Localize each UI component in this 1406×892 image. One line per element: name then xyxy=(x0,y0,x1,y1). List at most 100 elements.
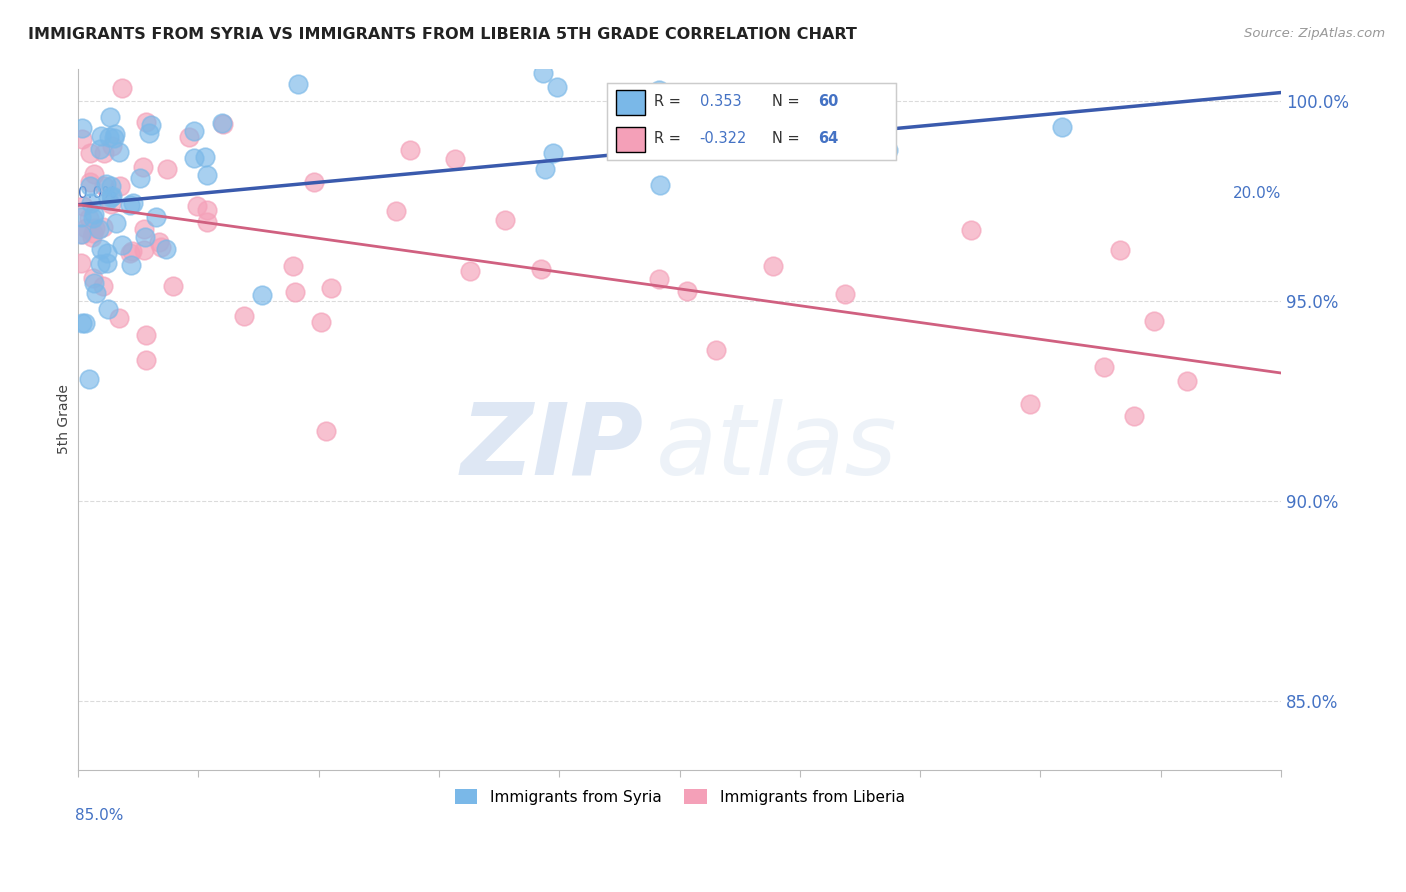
Point xyxy=(281,259,304,273)
Point xyxy=(138,127,160,141)
Point xyxy=(96,246,118,260)
Point xyxy=(77,372,100,386)
Point xyxy=(120,259,142,273)
Point xyxy=(121,244,143,258)
Point xyxy=(72,199,94,213)
Point xyxy=(84,285,107,300)
Point xyxy=(319,280,342,294)
Point xyxy=(100,179,122,194)
Point xyxy=(830,96,852,111)
Point xyxy=(534,161,557,176)
Point xyxy=(541,145,564,160)
Point xyxy=(135,327,157,342)
Point xyxy=(530,261,553,276)
Point xyxy=(155,242,177,256)
Point xyxy=(233,309,256,323)
Point xyxy=(101,139,124,153)
Point xyxy=(148,235,170,250)
Point xyxy=(121,196,143,211)
Point xyxy=(959,223,981,237)
Point xyxy=(186,199,208,213)
Point xyxy=(70,316,93,330)
Point xyxy=(108,145,131,159)
Point xyxy=(156,161,179,176)
Point xyxy=(676,284,699,298)
Point xyxy=(87,221,110,235)
Point xyxy=(98,110,121,124)
Point xyxy=(179,129,201,144)
Point xyxy=(135,353,157,368)
Point xyxy=(250,288,273,302)
Point xyxy=(104,127,127,141)
Point xyxy=(97,193,120,207)
Point xyxy=(73,316,96,330)
Text: IMMIGRANTS FROM SYRIA VS IMMIGRANTS FROM LIBERIA 5TH GRADE CORRELATION CHART: IMMIGRANTS FROM SYRIA VS IMMIGRANTS FROM… xyxy=(28,27,858,42)
Point xyxy=(546,80,568,95)
Point xyxy=(135,115,157,129)
Point xyxy=(82,271,104,285)
Text: ZIP: ZIP xyxy=(460,399,644,496)
Point xyxy=(90,128,112,143)
Point xyxy=(70,227,93,241)
Point xyxy=(284,285,307,299)
Point xyxy=(82,226,104,240)
Point xyxy=(1092,359,1115,374)
Text: 20.0%: 20.0% xyxy=(1233,186,1281,201)
Point xyxy=(77,211,100,226)
Point xyxy=(150,240,173,254)
Point xyxy=(1175,374,1198,388)
Point xyxy=(458,264,481,278)
Point xyxy=(72,132,94,146)
Point xyxy=(82,211,104,226)
Y-axis label: 5th Grade: 5th Grade xyxy=(58,384,72,454)
Point xyxy=(89,257,111,271)
Point xyxy=(91,278,114,293)
Point xyxy=(103,131,125,145)
Point xyxy=(100,196,122,211)
Point xyxy=(1050,120,1073,135)
Point xyxy=(444,152,467,166)
Point xyxy=(134,243,156,257)
Point xyxy=(70,256,93,270)
Point xyxy=(1122,409,1144,423)
Point xyxy=(315,424,337,438)
Point xyxy=(100,190,122,204)
Point xyxy=(311,315,333,329)
Point xyxy=(111,80,134,95)
Point xyxy=(134,230,156,244)
Point xyxy=(211,116,233,130)
Point xyxy=(853,127,876,141)
Point xyxy=(90,242,112,256)
Point xyxy=(120,246,142,260)
Text: 85.0%: 85.0% xyxy=(76,808,124,823)
Point xyxy=(118,197,141,211)
Point xyxy=(145,211,167,225)
Point xyxy=(108,178,131,193)
Point xyxy=(79,145,101,160)
Point xyxy=(287,77,309,91)
Point xyxy=(83,207,105,221)
Point xyxy=(83,276,105,290)
Point xyxy=(98,130,121,145)
Point xyxy=(195,203,218,218)
Point xyxy=(195,215,218,229)
Text: 0.0%: 0.0% xyxy=(79,186,117,201)
Point xyxy=(70,227,93,241)
Point xyxy=(385,203,408,218)
Point xyxy=(183,152,205,166)
Point xyxy=(1109,243,1132,257)
Point xyxy=(79,178,101,193)
Point xyxy=(70,120,93,135)
Point xyxy=(877,143,900,157)
Point xyxy=(139,118,162,132)
Point xyxy=(105,216,128,230)
Point xyxy=(648,178,671,193)
Text: Source: ZipAtlas.com: Source: ZipAtlas.com xyxy=(1244,27,1385,40)
Point xyxy=(844,114,866,128)
Point xyxy=(648,271,671,285)
Point xyxy=(1019,397,1042,411)
Point xyxy=(80,230,103,244)
Point xyxy=(97,301,120,316)
Legend: Immigrants from Syria, Immigrants from Liberia: Immigrants from Syria, Immigrants from L… xyxy=(449,783,911,811)
Point xyxy=(89,142,111,156)
